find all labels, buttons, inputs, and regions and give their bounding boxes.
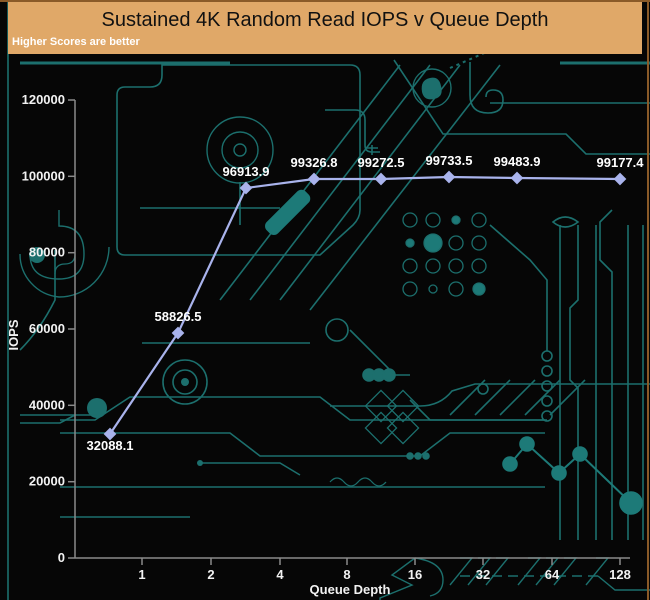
- svg-text:99326.8: 99326.8: [291, 155, 338, 170]
- svg-text:0: 0: [58, 550, 65, 565]
- svg-text:128: 128: [609, 567, 631, 582]
- svg-text:64: 64: [545, 567, 560, 582]
- svg-text:IOPS: IOPS: [6, 319, 21, 350]
- svg-text:60000: 60000: [29, 321, 65, 336]
- svg-text:16: 16: [408, 567, 422, 582]
- svg-text:80000: 80000: [29, 245, 65, 260]
- svg-text:100000: 100000: [22, 168, 65, 183]
- svg-text:20000: 20000: [29, 474, 65, 489]
- svg-text:40000: 40000: [29, 397, 65, 412]
- svg-text:99177.4: 99177.4: [597, 155, 645, 170]
- svg-text:58826.5: 58826.5: [155, 309, 202, 324]
- svg-text:32088.1: 32088.1: [87, 438, 134, 453]
- svg-text:8: 8: [343, 567, 350, 582]
- svg-text:99733.5: 99733.5: [426, 153, 473, 168]
- svg-text:99483.9: 99483.9: [494, 154, 541, 169]
- svg-text:Queue Depth: Queue Depth: [310, 582, 391, 597]
- svg-text:120000: 120000: [22, 92, 65, 107]
- svg-text:4: 4: [276, 567, 284, 582]
- svg-text:32: 32: [476, 567, 490, 582]
- svg-text:2: 2: [207, 567, 214, 582]
- svg-text:96913.9: 96913.9: [223, 164, 270, 179]
- svg-text:1: 1: [138, 567, 145, 582]
- svg-text:99272.5: 99272.5: [358, 155, 405, 170]
